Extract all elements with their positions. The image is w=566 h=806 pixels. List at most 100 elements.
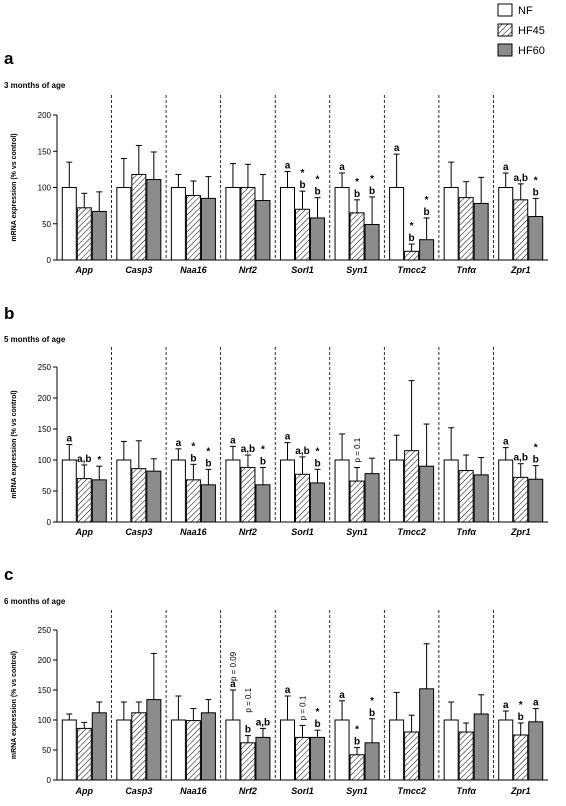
category-label: Tmcc2 — [397, 527, 426, 537]
legend-swatch — [497, 3, 513, 17]
significance-annotation: b — [354, 189, 360, 200]
bar-nf — [389, 719, 405, 781]
significance-annotation: a,b — [513, 453, 527, 464]
y-tick-label: 250 — [38, 626, 52, 635]
bar-nf — [498, 459, 514, 523]
bar-hf45 — [76, 478, 92, 523]
bar-hf60 — [255, 200, 271, 261]
bar-hf60 — [528, 216, 544, 261]
category-label: Tnfα — [456, 265, 476, 275]
bar-hf45 — [349, 754, 365, 781]
bar-nf — [116, 459, 132, 523]
y-tick-label: 200 — [38, 656, 52, 665]
significance-annotation: a — [339, 690, 345, 701]
significance-annotation: b — [369, 708, 375, 719]
bar-hf60 — [146, 470, 162, 523]
bar-hf60 — [364, 473, 380, 523]
significance-annotation: a,b — [295, 446, 309, 457]
bar-hf45 — [513, 734, 529, 781]
bar-hf45 — [295, 473, 310, 523]
bar-nf — [498, 719, 514, 781]
bar-hf45 — [240, 187, 256, 261]
significance-annotation: a — [230, 679, 236, 690]
significance-annotation: b — [533, 187, 539, 198]
significance-annotation: a — [339, 162, 345, 173]
bar-hf60 — [200, 484, 216, 523]
category-label: Sorl1 — [291, 527, 314, 537]
bar-hf45 — [513, 476, 529, 523]
significance-annotation: * — [355, 177, 359, 188]
bar-hf45 — [131, 468, 147, 523]
category-label: Syn1 — [346, 786, 368, 796]
panel-subtitle: 3 months of age — [4, 81, 66, 90]
bar-hf60 — [473, 474, 489, 523]
bar-hf45 — [404, 731, 420, 781]
significance-annotation: a — [285, 432, 291, 443]
significance-annotation: a — [285, 161, 291, 172]
bar-nf — [334, 719, 350, 781]
y-tick-label: 0 — [47, 776, 52, 785]
bar-hf45 — [458, 197, 474, 261]
bar-nf — [389, 459, 405, 523]
bar-hf60 — [528, 478, 544, 523]
category-label: Casp3 — [125, 527, 152, 537]
significance-annotation: b — [299, 180, 305, 191]
category-label: Casp3 — [125, 265, 152, 275]
significance-annotation: a,b — [241, 444, 255, 455]
bar-nf — [389, 187, 405, 261]
bar-hf60 — [255, 736, 271, 781]
significance-annotation: * — [410, 221, 414, 232]
p-value-annotation: p = 0.09 — [229, 651, 238, 681]
bar-hf60 — [528, 721, 544, 781]
significance-annotation: * — [370, 696, 374, 707]
p-value-annotation: p = 0.1 — [244, 687, 253, 712]
bar-nf — [61, 459, 77, 523]
significance-annotation: b — [533, 455, 539, 466]
significance-annotation: a,b — [256, 717, 270, 728]
significance-annotation: * — [425, 195, 429, 206]
y-tick-label: 0 — [47, 256, 52, 265]
significance-annotation: * — [316, 175, 320, 186]
y-tick-label: 200 — [38, 394, 52, 403]
bar-hf60 — [310, 736, 325, 781]
significance-annotation: a — [230, 435, 236, 446]
bar-hf60 — [91, 479, 107, 523]
y-tick-label: 100 — [38, 184, 52, 193]
category-label: App — [75, 265, 94, 275]
significance-annotation: * — [355, 725, 359, 736]
panel-letter: c — [4, 565, 13, 584]
category-label: Tnfα — [456, 527, 476, 537]
bar-nf — [280, 719, 295, 781]
bar-hf60 — [146, 179, 162, 261]
panel-a: a 3 months of age 0 50 100 150 200 mRNA express… — [4, 49, 548, 275]
significance-annotation: b — [314, 719, 320, 730]
bar-hf45 — [76, 727, 92, 781]
bar-nf — [225, 719, 241, 781]
y-tick-label: 250 — [38, 363, 52, 372]
significance-annotation: * — [301, 168, 305, 179]
bar-hf60 — [364, 223, 380, 261]
bar-hf60 — [473, 202, 489, 261]
bar-nf — [443, 459, 459, 523]
bar-nf — [280, 459, 295, 523]
bar-hf60 — [255, 484, 271, 523]
bar-hf60 — [91, 712, 107, 781]
bar-hf45 — [240, 742, 256, 781]
category-label: Naa16 — [180, 265, 208, 275]
y-tick-label: 100 — [38, 716, 52, 725]
significance-annotation: * — [534, 175, 538, 186]
bar-nf — [61, 719, 77, 781]
significance-annotation: * — [316, 446, 320, 457]
bar-hf60 — [419, 239, 435, 261]
category-label: Syn1 — [346, 527, 368, 537]
significance-annotation: a — [285, 685, 291, 696]
bar-hf45 — [349, 480, 365, 523]
category-label: App — [75, 786, 94, 796]
bar-hf60 — [419, 688, 435, 781]
category-label: Tmcc2 — [397, 786, 426, 796]
category-label: Naa16 — [180, 527, 208, 537]
bar-hf60 — [310, 482, 325, 523]
y-tick-label: 50 — [42, 746, 51, 755]
bar-hf45 — [458, 470, 474, 523]
